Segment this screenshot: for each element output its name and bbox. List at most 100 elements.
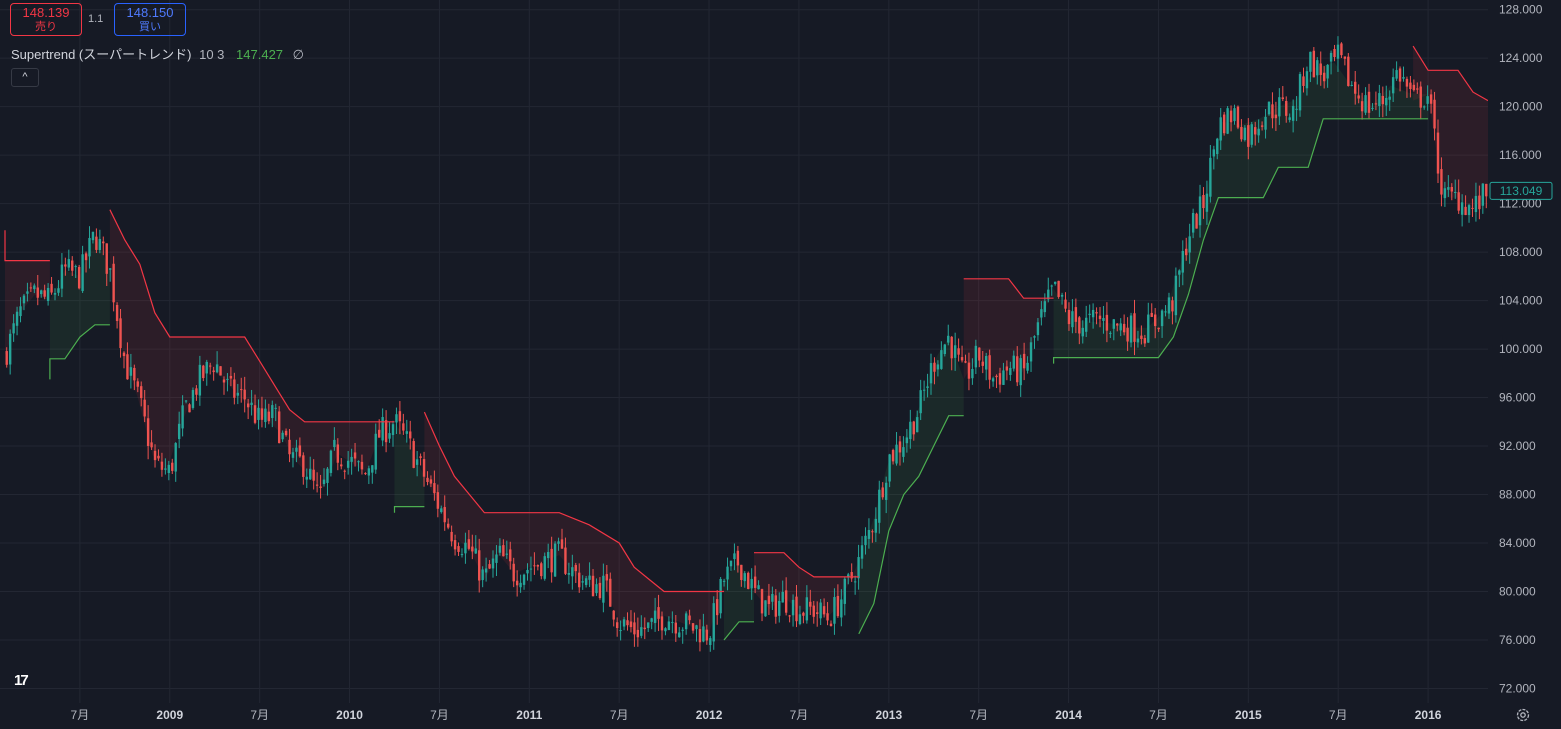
collapse-legend-button[interactable]: ^ — [11, 68, 39, 87]
candle-body — [71, 260, 74, 271]
x-tick-label: 2015 — [1235, 708, 1262, 722]
candle-body — [53, 293, 57, 295]
candle-body — [40, 290, 43, 295]
candle-body — [405, 431, 408, 434]
candle-body — [26, 291, 29, 294]
candle-body — [357, 461, 360, 463]
y-tick-label: 92.000 — [1499, 439, 1536, 453]
settings-gear-icon[interactable] — [1515, 707, 1531, 723]
candle-body — [836, 595, 840, 617]
candle-body — [450, 531, 453, 542]
sell-price: 148.139 — [22, 5, 70, 20]
candle-body — [653, 610, 657, 623]
price-axis[interactable]: 128.000 124.000 120.000 116.000 112.000 108.0… — [1488, 0, 1561, 729]
candle-body — [1416, 88, 1419, 90]
candle-body — [1057, 280, 1060, 297]
candle-body — [888, 454, 891, 482]
candle-body — [1333, 49, 1336, 58]
candle-body — [1478, 195, 1481, 210]
candle-body — [588, 575, 591, 580]
candle-body — [1485, 183, 1488, 197]
x-tick-label: 7月 — [250, 708, 269, 722]
candle-body — [478, 550, 481, 581]
candle-body — [1388, 96, 1391, 100]
tradingview-logo[interactable]: 17 — [14, 672, 29, 689]
candle-body — [257, 407, 260, 420]
candle-body — [350, 456, 353, 462]
candle-body — [326, 468, 329, 483]
candle-body — [1364, 95, 1367, 113]
candle-body — [8, 333, 12, 365]
candle-body — [171, 462, 174, 471]
supertrend-line-down — [1412, 45, 1489, 102]
candle-body — [174, 443, 177, 472]
x-tick-label: 2009 — [156, 708, 183, 722]
candle-body — [50, 283, 53, 293]
candle-body — [1329, 52, 1333, 62]
candle-body — [1312, 50, 1316, 78]
candle-body — [436, 492, 440, 509]
candle-body — [1153, 314, 1157, 327]
candle-body — [1267, 101, 1271, 115]
candle-body — [1171, 300, 1174, 312]
candle-body — [1426, 96, 1429, 104]
candle-body — [474, 548, 477, 554]
candle-body — [364, 473, 367, 475]
candle-body — [767, 595, 771, 605]
candle-body — [446, 523, 450, 528]
candle-body — [1360, 101, 1364, 112]
candle-body — [267, 411, 271, 422]
candle-body — [1047, 289, 1050, 300]
candle-body — [1122, 323, 1126, 333]
candle-body — [1302, 76, 1305, 86]
candle-body — [943, 344, 947, 354]
candle-body — [1381, 96, 1385, 105]
candle-body — [1164, 311, 1167, 313]
supertrend-line-up — [858, 415, 964, 635]
indicator-legend[interactable]: Supertrend (スーパートレンド) 10 3 147.427 ∅ — [11, 44, 304, 63]
y-tick-label: 104.000 — [1499, 294, 1543, 308]
candle-body — [1119, 323, 1122, 331]
candle-body — [502, 545, 505, 557]
candle-body — [1336, 44, 1340, 59]
candle-body — [371, 465, 374, 473]
candle-body — [822, 606, 826, 615]
candle-body — [612, 610, 615, 620]
supertrend-line-down — [109, 209, 395, 423]
candle-body — [960, 357, 964, 361]
candle-body — [253, 405, 257, 423]
candle-body — [236, 392, 239, 396]
price-axis-bg — [1488, 0, 1561, 729]
buy-label: 買い — [139, 21, 161, 33]
candle-body — [184, 400, 188, 402]
sell-button[interactable]: 148.139 売り — [10, 3, 82, 36]
buy-button[interactable]: 148.150 買い — [114, 3, 186, 36]
candle-body — [936, 364, 940, 370]
candle-body — [415, 459, 419, 465]
candle-body — [1112, 319, 1116, 329]
candle-body — [1216, 138, 1219, 155]
candle-body — [743, 573, 746, 582]
candle-body — [850, 572, 853, 579]
time-axis[interactable]: 7月 2009 7月 2010 7月 2011 7月 2012 7月 2013 7月 2014 7月 20… — [71, 708, 1442, 722]
candle-body — [629, 621, 633, 627]
x-tick-label: 7月 — [430, 708, 449, 722]
candle-body — [295, 447, 298, 452]
candle-body — [57, 288, 60, 293]
candle-body — [67, 259, 71, 268]
candle-body — [1160, 310, 1164, 327]
candle-body — [950, 336, 953, 359]
candle-body — [840, 599, 843, 618]
candle-body — [460, 554, 464, 556]
candle-body — [467, 539, 471, 549]
candle-body — [1016, 356, 1019, 383]
candle-body — [798, 614, 802, 625]
candle-body — [791, 599, 795, 616]
candle-body — [126, 354, 129, 380]
candle-body — [471, 546, 474, 552]
candle-body — [1105, 314, 1109, 331]
visibility-icon[interactable]: ∅ — [292, 47, 304, 62]
candle-body — [140, 386, 143, 399]
candle-body — [1350, 84, 1353, 86]
